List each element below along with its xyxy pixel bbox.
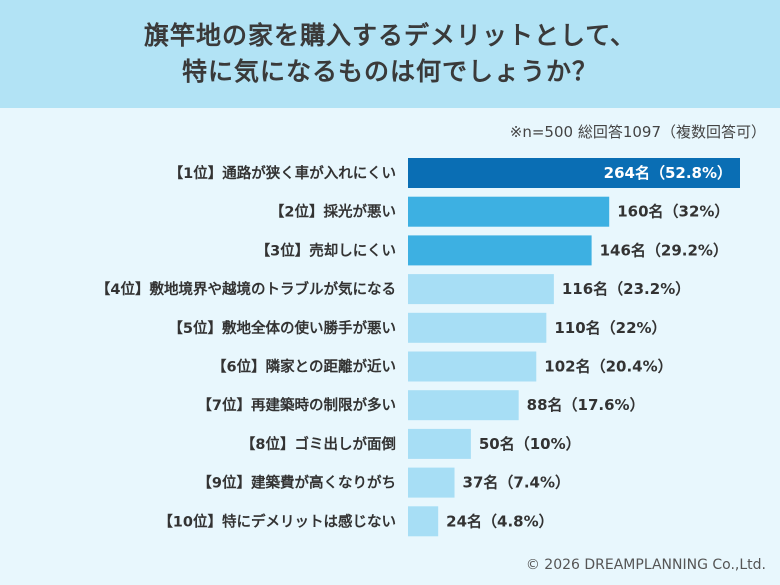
category-label: 【2位】採光が悪い <box>270 203 396 221</box>
value-label: 24名（4.8%） <box>446 512 553 530</box>
bar <box>408 196 610 227</box>
value-label: 50名（10%） <box>479 435 581 453</box>
copyright: © 2026 DREAMPLANNING Co.,Ltd. <box>525 557 766 573</box>
bar <box>408 428 471 459</box>
category-label: 【1位】通路が狭く車が入れにくい <box>169 164 396 182</box>
bar <box>408 158 740 188</box>
value-label: 116名（23.2%） <box>562 280 690 298</box>
value-label: 160名（32%） <box>617 203 729 221</box>
bar <box>408 467 455 498</box>
value-label: 88名（17.6%） <box>527 396 645 414</box>
category-label: 【3位】売却しにくい <box>256 241 396 259</box>
bar <box>408 506 439 537</box>
category-label: 【6位】隣家との距離が近い <box>212 358 396 376</box>
bar <box>408 274 554 305</box>
category-label: 【9位】建築費が高くなりがち <box>197 474 396 492</box>
title-line-1: 旗竿地の家を購入するデメリットとして、 <box>143 21 636 50</box>
sample-note: ※n=500 総回答1097（複数回答可） <box>509 123 766 141</box>
title-line-2: 特に気になるものは何でしょうか？ <box>181 57 598 86</box>
category-label: 【5位】敷地全体の使い勝手が悪い <box>168 319 396 337</box>
header: 旗竿地の家を購入するデメリットとして、 特に気になるものは何でしょうか？ <box>0 0 780 108</box>
value-label: 110名（22%） <box>554 319 666 337</box>
bar <box>408 235 592 266</box>
value-label: 102名（20.4%） <box>544 358 672 376</box>
category-label: 【10位】特にデメリットは感じない <box>158 512 396 530</box>
bar <box>408 390 519 421</box>
category-label: 【8位】ゴミ出しが面倒 <box>241 435 396 453</box>
value-label: 37名（7.4%） <box>463 474 570 492</box>
category-label: 【7位】再建築時の制限が多い <box>197 396 396 414</box>
value-label: 146名（29.2%） <box>600 241 728 259</box>
bar <box>408 312 547 343</box>
category-label: 【4位】敷地境界や越境のトラブルが気になる <box>96 280 396 298</box>
bar <box>408 351 537 382</box>
value-label: 264名（52.8%） <box>604 164 732 182</box>
